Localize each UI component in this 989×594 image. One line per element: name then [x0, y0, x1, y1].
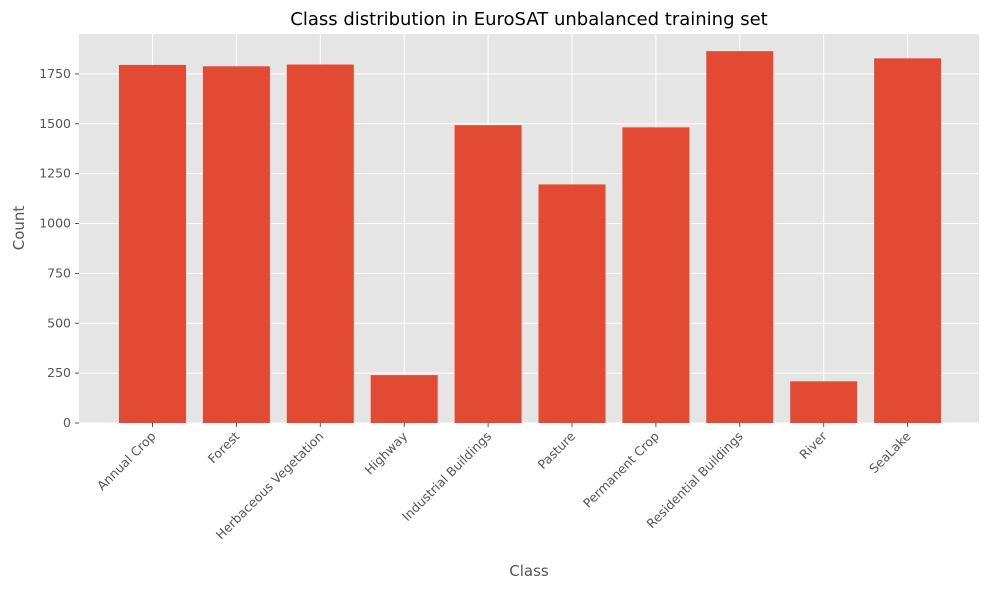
bars: [119, 51, 942, 424]
x-tick-label: Pasture: [535, 428, 579, 472]
y-axis-label: Count: [10, 206, 28, 251]
x-tick-label: Highway: [362, 428, 411, 477]
y-tick-label: 750: [47, 265, 71, 280]
y-tick-label: 1000: [39, 216, 71, 231]
x-tick-label: Annual Crop: [94, 428, 159, 493]
bar: [454, 125, 522, 423]
y-tick-label: 0: [63, 415, 71, 430]
x-tick-label: Permanent Crop: [580, 428, 662, 510]
bar: [790, 381, 858, 423]
y-tick-label: 500: [47, 315, 71, 330]
y-tick-label: 250: [47, 365, 71, 380]
x-tick-label: River: [796, 428, 830, 462]
bar: [202, 66, 270, 423]
bar: [286, 64, 354, 423]
bar: [370, 375, 438, 423]
bar: [706, 51, 774, 424]
bar: [874, 58, 942, 424]
x-axis-label: Class: [509, 562, 549, 580]
x-tick-label: Industrial Buildings: [399, 429, 494, 524]
x-tick-label: Residential Buildings: [643, 429, 746, 532]
y-axis-ticks: 0 250 500 750 1000 1250 1500 1750: [39, 66, 79, 430]
bar: [622, 127, 690, 424]
bar: [119, 64, 186, 424]
x-tick-label: Forest: [205, 428, 243, 466]
y-tick-label: 1250: [39, 166, 71, 181]
bar: [538, 184, 606, 423]
chart-title: Class distribution in EuroSAT unbalanced…: [290, 9, 768, 30]
x-tick-label: SeaLake: [866, 428, 914, 476]
y-tick-label: 1500: [39, 116, 71, 131]
y-tick-label: 1750: [39, 66, 71, 81]
